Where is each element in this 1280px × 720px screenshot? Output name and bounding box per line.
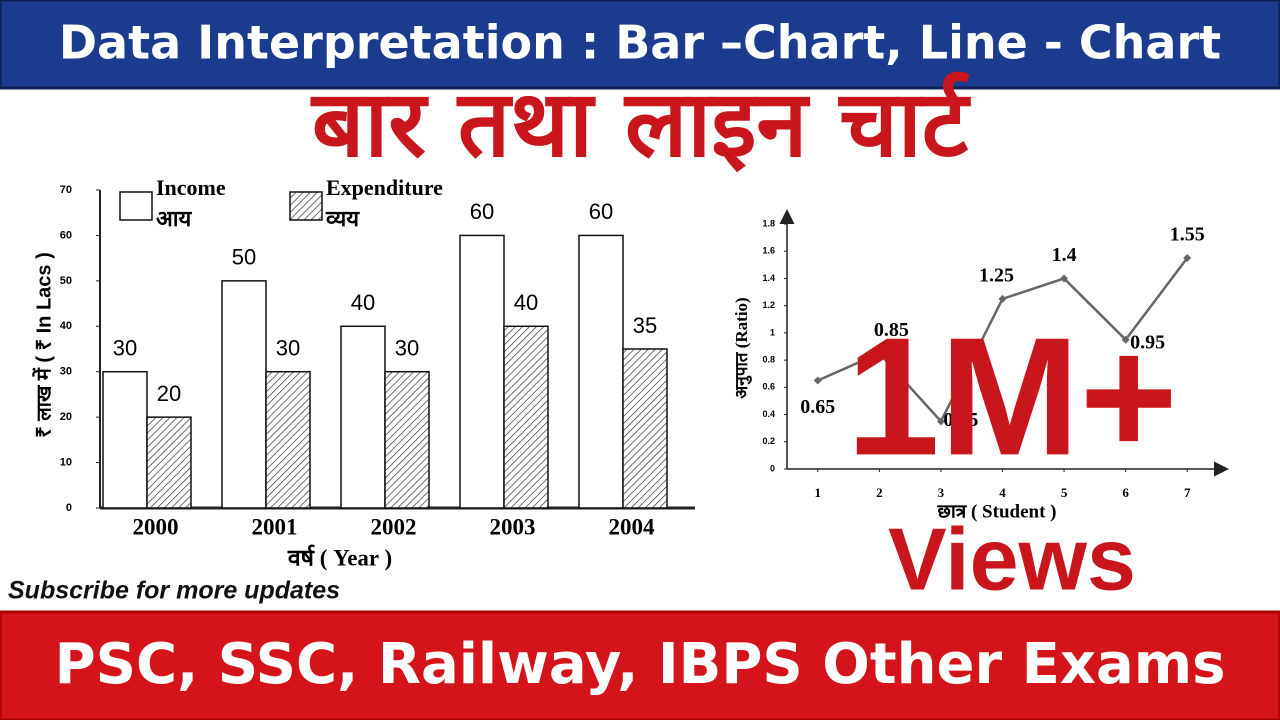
value-label: 1.4 — [1052, 244, 1077, 266]
bar — [102, 370, 148, 509]
x-tick-label: 2004 — [609, 514, 656, 539]
value-label: 40 — [514, 290, 538, 315]
legend-label: Income — [156, 175, 226, 200]
point — [813, 376, 822, 385]
value-label: 60 — [589, 199, 613, 224]
value-label: 1.25 — [979, 264, 1014, 286]
y-tick-label: 0.8 — [762, 354, 775, 364]
value-label: 30 — [395, 336, 419, 361]
legend-label-hindi: व्यय — [325, 206, 360, 231]
y-tick-label: 0.6 — [762, 382, 775, 392]
value-label: 0.85 — [874, 319, 909, 341]
bar — [340, 325, 386, 509]
y-axis-label: ₹ लाख में ( ₹ In Lacs ) — [31, 252, 55, 438]
point — [1060, 274, 1069, 283]
value-label: 1.55 — [1170, 224, 1205, 246]
point — [875, 349, 884, 358]
views-label: Views — [888, 509, 1136, 608]
value-label: 0.35 — [943, 409, 978, 431]
y-tick-label: 30 — [60, 366, 72, 378]
y-tick-label: 60 — [60, 229, 72, 241]
x-tick-label: 5 — [1061, 485, 1068, 500]
x-tick-label: 6 — [1122, 485, 1129, 500]
legend-swatch — [289, 191, 323, 221]
x-tick-label: 2002 — [371, 514, 417, 539]
x-axis-label: छात्र ( Student ) — [937, 501, 1057, 522]
y-tick-label: 20 — [60, 411, 72, 423]
value-label: 0.95 — [1130, 331, 1165, 353]
legend-label-hindi: आय — [156, 206, 192, 231]
y-tick-label: 40 — [60, 320, 72, 332]
y-tick-label: 1.8 — [762, 218, 775, 228]
value-label: 0.65 — [800, 396, 835, 418]
footer-text: PSC, SSC, Railway, IBPS Other Exams — [55, 632, 1226, 697]
views-count: 1M+ — [846, 302, 1178, 490]
header-banner — [0, 0, 1280, 90]
y-tick-label: 0 — [770, 463, 775, 473]
value-label: 40 — [351, 290, 375, 315]
x-tick-label: 2000 — [133, 514, 179, 539]
y-tick-label: 50 — [60, 275, 72, 287]
bar — [265, 370, 311, 509]
x-tick-label: 7 — [1184, 485, 1191, 500]
y-tick-label: 1.4 — [762, 273, 775, 283]
y-axis-label: अनुपात (Ratio) — [732, 297, 752, 398]
y-tick-label: 1.6 — [762, 246, 775, 256]
x-tick-label: 2001 — [252, 514, 298, 539]
value-label: 30 — [276, 336, 300, 361]
bar — [221, 280, 267, 509]
y-tick-label: 1.2 — [762, 300, 775, 310]
bar — [622, 348, 668, 509]
y-tick-label: 0 — [66, 502, 72, 514]
value-label: 35 — [633, 313, 657, 338]
value-label: 60 — [470, 199, 494, 224]
hindi-title: बार तथा लाइन चार्ट — [310, 70, 972, 177]
x-tick-label: 4 — [999, 485, 1006, 500]
value-label: 50 — [232, 245, 256, 270]
y-tick-label: 0.2 — [762, 436, 775, 446]
charts: 0102030405060702000302020015030200240302… — [31, 175, 1229, 570]
bar — [146, 416, 192, 509]
x-tick-label: 2003 — [490, 514, 536, 539]
point — [1183, 254, 1192, 263]
x-tick-label: 3 — [938, 485, 945, 500]
y-tick-label: 70 — [60, 184, 72, 196]
x-tick-label: 2 — [876, 485, 883, 500]
header-title: Data Interpretation : Bar –Chart, Line -… — [59, 16, 1221, 70]
y-tick-label: 0.4 — [762, 409, 775, 419]
subscribe-text: Subscribe for more updates — [8, 577, 340, 605]
point — [1121, 335, 1130, 344]
bar — [384, 370, 430, 509]
legend-label: Expenditure — [326, 175, 443, 200]
bar — [459, 234, 505, 509]
bar — [503, 325, 549, 509]
y-tick-label: 1 — [770, 327, 775, 337]
x-tick-label: 1 — [815, 485, 822, 500]
y-tick-label: 10 — [60, 456, 72, 468]
bar — [578, 234, 624, 509]
legend-swatch — [119, 191, 153, 221]
point — [998, 294, 1007, 303]
x-axis-label: वर्ष ( Year ) — [287, 543, 392, 570]
footer-banner — [0, 610, 1280, 720]
value-label: 20 — [157, 381, 181, 406]
point — [936, 417, 945, 426]
value-label: 30 — [113, 336, 137, 361]
